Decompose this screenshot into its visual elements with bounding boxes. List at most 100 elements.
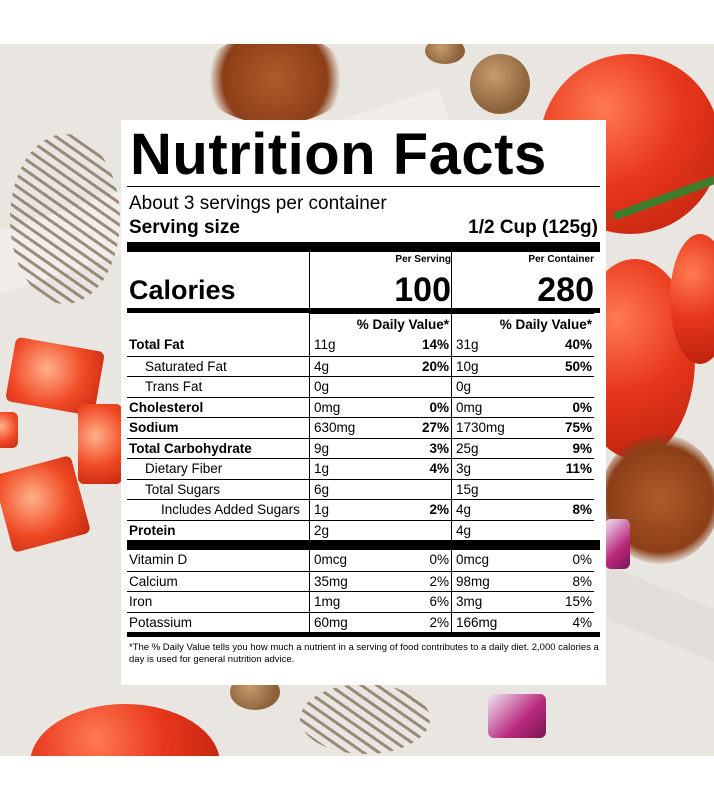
- red-onion-right: [605, 519, 630, 569]
- spice-pile-top: [200, 44, 350, 124]
- dv-per-serving: 6%: [429, 594, 449, 609]
- per-serving-cell: 4g 20%: [309, 355, 451, 376]
- dv-per-serving: 4%: [429, 461, 449, 476]
- amount-per-container: 0g: [456, 379, 472, 394]
- vitamin-table: Vitamin D 0mcg 0% 0mcg 0% Calcium 35mg 2% 98mg 8%…: [127, 550, 600, 632]
- nutrient-row: Cholesterol 0mg 0% 0mg 0%: [127, 396, 600, 418]
- nutrient-name: Total Sugars: [127, 478, 309, 500]
- tomato-slice-2: [78, 404, 122, 484]
- dv-per-container: 11%: [565, 461, 592, 476]
- amount-per-container: 15g: [456, 481, 479, 497]
- per-container-cell: 15g: [451, 478, 594, 499]
- amount-per-serving: 4g: [314, 358, 330, 374]
- red-onion-piece: [488, 694, 546, 738]
- thick-divider: [127, 242, 600, 252]
- dv-per-serving: 2%: [429, 614, 449, 630]
- cumin-seeds-bottom: [300, 684, 430, 754]
- daily-value-header-serving: % Daily Value*: [309, 313, 451, 335]
- dv-per-serving: 0%: [429, 552, 449, 567]
- calories-per-container: 280: [537, 271, 594, 309]
- amount-per-serving: 60mg: [314, 614, 348, 630]
- nutrient-name: Saturated Fat: [127, 355, 309, 377]
- per-serving-cell: 35mg 2%: [309, 570, 451, 591]
- cumin-seeds-left: [10, 134, 120, 304]
- nutrition-facts-label: Nutrition Facts About 3 servings per con…: [121, 120, 606, 685]
- per-serving-cell: 9g 3%: [309, 437, 451, 458]
- dv-per-serving: 2%: [429, 502, 449, 517]
- per-container-cell: 0mg 0%: [451, 396, 594, 417]
- nutrient-row: Sodium 630mg 27% 1730mg 75%: [127, 417, 600, 438]
- per-container-cell: 0mcg 0%: [451, 550, 594, 571]
- daily-value-header-row: % Daily Value* % Daily Value*: [127, 313, 600, 335]
- per-container-label: Per Container: [528, 254, 594, 265]
- per-serving-cell: 1g 2%: [309, 499, 451, 520]
- nutrient-name: Vitamin D: [129, 552, 188, 567]
- footnote: *The % Daily Value tells you how much a …: [129, 642, 599, 665]
- tomato-slice-4: [0, 412, 18, 448]
- dv-per-serving: 14%: [421, 337, 449, 352]
- dv-per-container: 8%: [572, 573, 592, 589]
- nutrient-row: Saturated Fat 4g 20% 10g 50%: [127, 355, 600, 377]
- dv-per-container: 0%: [572, 552, 592, 567]
- tomato-far-right: [670, 234, 714, 364]
- amount-per-container: 4g: [456, 522, 472, 538]
- per-serving-cell: 11g 14%: [309, 335, 451, 356]
- per-serving-cell: 1mg 6%: [309, 591, 451, 612]
- amount-per-serving: 11g: [314, 337, 336, 352]
- amount-per-serving: 35mg: [314, 573, 348, 589]
- nutrient-name: Total Fat: [129, 337, 185, 352]
- serving-size-row: Serving size 1/2 Cup (125g): [129, 217, 598, 239]
- serving-size-label: Serving size: [129, 217, 240, 238]
- dv-per-container: 8%: [572, 502, 592, 517]
- amount-per-container: 10g: [456, 358, 479, 374]
- per-container-cell: 1730mg 75%: [451, 417, 594, 438]
- per-serving-cell: 60mg 2%: [309, 611, 451, 632]
- dv-per-container: 15%: [564, 594, 592, 609]
- label-title: Nutrition Facts: [130, 122, 547, 187]
- vitamin-row: Vitamin D 0mcg 0% 0mcg 0%: [127, 550, 600, 571]
- nutrient-name: Cholesterol: [127, 396, 309, 418]
- dv-per-serving: 27%: [421, 420, 449, 435]
- nutrient-name: Trans Fat: [127, 376, 309, 397]
- per-container-cell: 3g 11%: [451, 458, 594, 479]
- nutrient-name: Total Carbohydrate: [127, 437, 309, 459]
- dv-per-container: 75%: [564, 420, 592, 435]
- calories-row: Calories Per Serving 100 Per Container 2…: [127, 252, 600, 309]
- nutrient-row: Total Fat 11g 14% 31g 40%: [127, 335, 600, 356]
- nutrient-name: Includes Added Sugars: [127, 499, 309, 520]
- nutrient-row: Trans Fat 0g 0g: [127, 376, 600, 397]
- calories-label: Calories: [129, 275, 236, 305]
- dv-per-container: 9%: [572, 440, 592, 456]
- dv-per-serving: 2%: [429, 573, 449, 589]
- amount-per-serving: 2g: [314, 522, 330, 538]
- amount-per-container: 98mg: [456, 573, 490, 589]
- nutrient-row: Total Sugars 6g 15g: [127, 478, 600, 500]
- nutrient-name: Calcium: [127, 570, 309, 592]
- nutmeg-top: [470, 54, 530, 114]
- dv-per-serving: 3%: [429, 440, 449, 456]
- dv-per-serving: 0%: [429, 399, 449, 415]
- dv-per-container: 50%: [564, 358, 592, 374]
- amount-per-container: 3g: [456, 461, 472, 476]
- medium-divider: [127, 632, 600, 637]
- amount-per-container: 0mcg: [456, 552, 490, 567]
- per-serving-cell: 630mg 27%: [309, 417, 451, 438]
- amount-per-serving: 1g: [314, 502, 330, 517]
- per-container-cell: 10g 50%: [451, 355, 594, 376]
- nutrient-table: Total Fat 11g 14% 31g 40% Saturated Fat 4g 20% 1…: [127, 335, 600, 540]
- serving-size-value: 1/2 Cup (125g): [468, 217, 598, 238]
- amount-per-serving: 6g: [314, 481, 330, 497]
- amount-per-serving: 630mg: [314, 420, 356, 435]
- amount-per-container: 1730mg: [456, 420, 505, 435]
- nutrient-name: Potassium: [127, 611, 309, 633]
- amount-per-container: 31g: [456, 337, 479, 352]
- per-container-cell: 166mg 4%: [451, 611, 594, 632]
- per-container-cell: 98mg 8%: [451, 570, 594, 591]
- per-serving-cell: 6g: [309, 478, 451, 499]
- tomato-bottom: [30, 704, 220, 756]
- per-serving-cell: 1g 4%: [309, 458, 451, 479]
- nutrient-name: Protein: [127, 519, 309, 541]
- nutrient-name: Iron: [127, 591, 309, 612]
- per-serving-cell: 0mg 0%: [309, 396, 451, 417]
- dv-per-serving: 20%: [421, 358, 449, 374]
